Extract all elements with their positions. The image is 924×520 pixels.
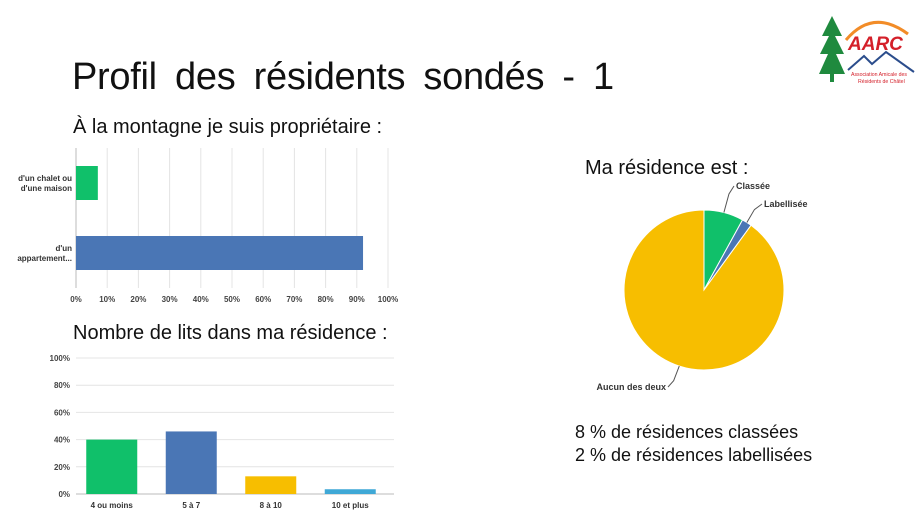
- v-category-label: 10 et plus: [332, 501, 369, 510]
- h-tick-label: 0%: [70, 295, 82, 304]
- page-title: Profil des résidents sondés - 1: [72, 56, 614, 98]
- logo-line2: Résidents de Châtel: [858, 79, 905, 85]
- pie-slice-label: Classée: [736, 181, 770, 191]
- h-tick-label: 80%: [318, 295, 334, 304]
- note-labelled: 2 % de résidences labellisées: [575, 445, 813, 465]
- h-tick-label: 90%: [349, 295, 365, 304]
- v-bar: [245, 476, 297, 494]
- v-bar: [86, 439, 138, 494]
- h-category-label: d'un chalet ou: [18, 174, 72, 183]
- v-tick-label: 80%: [54, 381, 70, 390]
- v-tick-label: 60%: [54, 408, 70, 417]
- v-bar: [165, 431, 217, 494]
- h-tick-label: 10%: [99, 295, 115, 304]
- h-bar: [76, 236, 364, 270]
- pie-leader-line: [723, 185, 735, 213]
- h-category-label: d'un: [55, 244, 72, 253]
- h-tick-label: 30%: [162, 295, 178, 304]
- v-category-label: 4 ou moins: [91, 501, 134, 510]
- pie-leader-line: [667, 365, 680, 388]
- v-tick-label: 0%: [58, 490, 70, 499]
- beds-bar-chart: 0% 20% 40% 60% 80% 100% 4 ou moins 5 à 7 8 à 10 1…: [50, 354, 394, 510]
- pie-leader-line: [746, 203, 763, 223]
- h-category-label: d'une maison: [21, 184, 72, 193]
- logo-arc: [844, 20, 909, 41]
- owner-bar-chart: 0% 10% 20% 30% 40% 50% 60% 70% 80% 90% 100% d'un ch…: [17, 148, 398, 304]
- owner-question: À la montagne je suis propriétaire :: [73, 116, 383, 138]
- h-tick-label: 20%: [130, 295, 146, 304]
- h-tick-label: 100%: [378, 295, 398, 304]
- beds-question: Nombre de lits dans ma résidence :: [73, 322, 388, 344]
- aarc-logo: AARC Association Amicale des Résidents d…: [819, 16, 915, 85]
- h-category-label: appartement...: [17, 254, 72, 263]
- v-tick-label: 100%: [50, 354, 70, 363]
- pie-slice-label: Labellisée: [764, 199, 808, 209]
- pie-slice: [623, 209, 785, 371]
- v-tick-label: 20%: [54, 463, 70, 472]
- h-bar: [76, 166, 98, 200]
- logo-line1: Association Amicale des: [851, 72, 907, 78]
- v-tick-label: 40%: [54, 436, 70, 445]
- logo-acronym: AARC: [847, 34, 903, 55]
- h-tick-label: 50%: [224, 295, 240, 304]
- h-tick-label: 70%: [286, 295, 302, 304]
- h-tick-label: 40%: [193, 295, 209, 304]
- tree-icon: [819, 16, 845, 82]
- mountain-icon: [847, 50, 915, 73]
- v-category-label: 5 à 7: [182, 501, 200, 510]
- pie-slice-label: Aucun des deux: [596, 382, 666, 392]
- v-category-label: 8 à 10: [260, 501, 283, 510]
- residence-question: Ma résidence est :: [585, 157, 749, 179]
- v-bar: [324, 489, 376, 494]
- note-classified: 8 % de résidences classées: [575, 422, 799, 442]
- residence-pie-chart: Classée Labellisée Aucun des deux: [596, 181, 808, 392]
- h-tick-label: 60%: [255, 295, 271, 304]
